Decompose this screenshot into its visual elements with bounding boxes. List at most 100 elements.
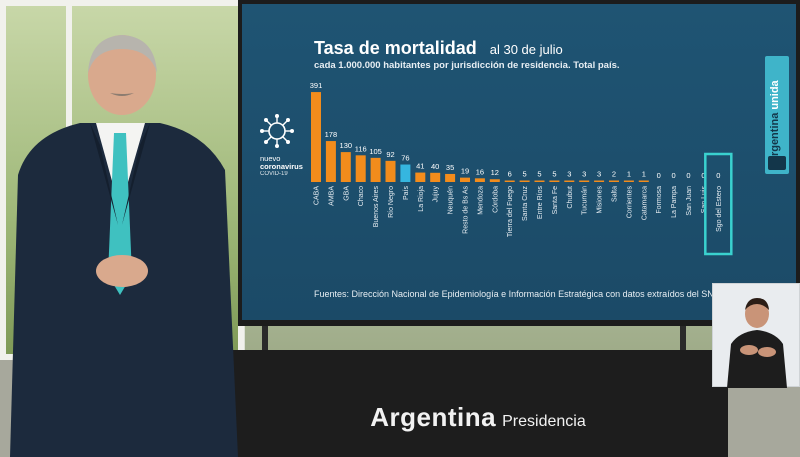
- highlight-box: [704, 152, 733, 256]
- brand-word2: unida: [769, 80, 781, 110]
- presidency-panel: Argentina Presidencia: [228, 350, 728, 457]
- bar-17: [564, 180, 575, 182]
- tick-label-12: Córdoba: [492, 186, 499, 213]
- tick-label-24: La Pampa: [671, 186, 678, 218]
- bar-0: [311, 92, 321, 182]
- data-label-0: 391: [310, 81, 323, 90]
- data-label-15: 5: [537, 170, 541, 179]
- data-label-6: 76: [401, 154, 409, 163]
- interpreter-figure: [727, 298, 787, 388]
- data-label-14: 5: [523, 170, 527, 179]
- tick-label-7: La Rioja: [418, 186, 425, 212]
- speaker-figure: [10, 35, 238, 457]
- bar-19: [594, 180, 605, 182]
- bar-3: [355, 155, 366, 182]
- chart-title-date: al 30 de julio: [489, 42, 563, 57]
- data-label-7: 41: [416, 162, 424, 171]
- bar-4: [370, 157, 381, 182]
- bar-7: [415, 172, 426, 182]
- tick-label-4: Buenos Aires: [373, 186, 380, 228]
- tick-label-19: Misiones: [597, 186, 604, 214]
- data-label-2: 130: [340, 141, 353, 150]
- bar-9: [445, 173, 456, 182]
- data-label-27: 0: [716, 171, 720, 180]
- bar-18: [579, 180, 590, 182]
- data-label-26: 0: [701, 171, 705, 180]
- bar-2: [340, 152, 351, 182]
- tick-label-23: Formosa: [656, 186, 663, 214]
- tick-label-0: CABA: [314, 186, 321, 205]
- chart-source: Fuentes: Dirección Nacional de Epidemiol…: [314, 289, 744, 299]
- data-label-9: 35: [446, 163, 454, 172]
- tick-label-21: Corrientes: [626, 186, 633, 219]
- data-label-21: 1: [627, 170, 631, 179]
- data-label-3: 116: [355, 144, 367, 153]
- data-label-11: 16: [476, 167, 484, 176]
- bar-6: [400, 164, 411, 182]
- chart-title: Tasa de mortalidad al 30 de julio: [314, 38, 563, 59]
- tick-label-2: GBA: [343, 186, 350, 201]
- bar-12: [489, 179, 500, 182]
- bar-13: [504, 180, 515, 182]
- bar-22: [638, 180, 649, 182]
- argentina-unida-logo: Argentinaunida: [765, 56, 789, 174]
- tick-label-5: Río Negro: [388, 186, 395, 218]
- tick-label-20: Salta: [612, 186, 619, 202]
- tick-label-27: Sgo del Estero: [716, 186, 723, 232]
- presidency-logo: Argentina Presidencia: [228, 402, 728, 433]
- tick-label-10: Resto de Bs As: [463, 186, 470, 234]
- chart-title-text: Tasa de mortalidad: [314, 38, 477, 58]
- data-label-23: 0: [657, 171, 661, 180]
- data-label-19: 3: [597, 170, 601, 179]
- tick-label-15: Entre Ríos: [537, 186, 544, 220]
- covid-logo-line2: coronavirus: [260, 162, 303, 171]
- tv-stand-leg: [262, 322, 268, 356]
- covid-logo-line3: COVID-19: [260, 171, 288, 177]
- data-label-1: 178: [325, 130, 338, 139]
- covid-logo: nuevo coronavirus COVID-19: [260, 114, 303, 178]
- data-label-22: 1: [642, 170, 646, 179]
- brand-text: Argentinaunida: [769, 80, 781, 164]
- data-label-17: 3: [567, 170, 571, 179]
- bar-15: [534, 180, 545, 182]
- bar-21: [623, 180, 634, 182]
- chart-screen: Tasa de mortalidad al 30 de julio cada 1…: [242, 4, 796, 320]
- tick-label-11: Mendoza: [477, 186, 484, 215]
- bar-16: [549, 180, 560, 182]
- tick-label-18: Tucumán: [582, 186, 589, 215]
- bar-20: [609, 180, 619, 182]
- tick-label-13: Tierra del Fuego: [507, 186, 514, 237]
- panel-country: Argentina: [370, 402, 497, 432]
- data-label-4: 105: [369, 147, 382, 156]
- bar-11: [474, 178, 485, 182]
- chart-subtitle: cada 1.000.000 habitantes por jurisdicci…: [314, 60, 620, 71]
- tick-label-17: Chubut: [567, 186, 574, 209]
- tick-label-25: San Juan: [686, 186, 693, 216]
- tick-label-16: Santa Fe: [552, 186, 559, 215]
- bar-8: [430, 172, 441, 182]
- virus-icon: [260, 114, 294, 148]
- tick-label-9: Neuquén: [448, 186, 455, 215]
- bar-1: [325, 141, 336, 182]
- tick-label-3: Chaco: [358, 186, 365, 206]
- data-label-12: 12: [491, 168, 499, 177]
- data-label-8: 40: [431, 162, 439, 171]
- data-label-13: 6: [508, 170, 512, 179]
- bar-10: [460, 177, 470, 182]
- data-label-20: 2: [612, 170, 616, 179]
- bar-14: [519, 180, 530, 182]
- sign-language-interpreter: [712, 283, 800, 388]
- tick-label-6: País: [403, 186, 410, 201]
- tick-label-22: Catamarca: [641, 186, 648, 220]
- data-label-5: 92: [386, 150, 394, 159]
- bar-5: [385, 160, 396, 182]
- tv-stand-leg: [680, 322, 686, 356]
- seal-icon: [768, 156, 786, 170]
- tick-label-8: Jujuy: [433, 186, 440, 203]
- data-label-16: 5: [552, 170, 556, 179]
- data-label-24: 0: [672, 171, 676, 180]
- data-label-18: 3: [582, 170, 586, 179]
- data-label-10: 19: [461, 167, 469, 176]
- tv-monitor: Tasa de mortalidad al 30 de julio cada 1…: [238, 0, 800, 326]
